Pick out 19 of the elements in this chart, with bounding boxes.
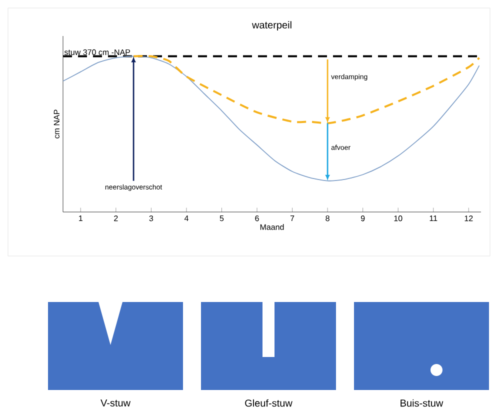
x-tick-label: 9 <box>360 216 365 222</box>
x-tick-label: 11 <box>430 216 438 222</box>
x-tick-label: 12 <box>464 216 473 222</box>
ref-line-label: stuw 370 cm -NAP <box>64 49 130 56</box>
x-tick-label: 1 <box>79 216 82 222</box>
x-tick-label: 6 <box>255 216 259 222</box>
x-tick-label: 4 <box>184 216 188 222</box>
x-axis-title: Maand <box>260 224 284 230</box>
y-axis-title: cm NAP <box>54 110 60 138</box>
text: Buis-stuw <box>400 399 444 407</box>
x-tick-label: 7 <box>290 216 294 222</box>
x-tick-label: 10 <box>394 216 402 222</box>
x-tick-label: 8 <box>326 216 330 222</box>
x-tick-label: 2 <box>114 216 118 222</box>
x-tick-label: 3 <box>149 216 154 222</box>
text: Gleuf-stuw <box>245 399 292 407</box>
chart-title: waterpeil <box>252 21 292 30</box>
x-tick-label: 5 <box>220 216 224 222</box>
text: V-stuw <box>100 399 131 406</box>
